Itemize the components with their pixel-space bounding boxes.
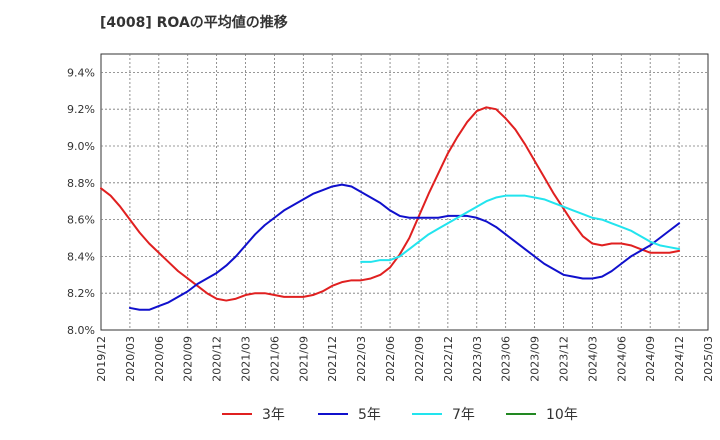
grid-lines [101,54,708,330]
series-line-5年 [128,183,681,311]
y-tick-label: 9.2% [67,103,95,116]
x-tick-label: 2023/03 [471,336,484,382]
y-tick-label: 9.4% [67,66,95,79]
legend-label: 10年 [546,407,578,423]
series-lines [100,106,681,311]
legend-item: 5年 [318,407,381,423]
y-tick-label: 8.8% [67,177,95,190]
x-tick-label: 2023/09 [529,336,542,382]
plot-area [100,53,709,331]
legend-label: 3年 [262,407,285,423]
legend: 3年 5年 7年 10年 [222,407,578,423]
x-tick-label: 2022/09 [413,336,426,382]
x-tick-label: 2022/12 [442,336,455,382]
x-tick-label: 2024/06 [615,336,628,382]
x-tick-label: 2024/09 [644,336,657,382]
x-tick-label: 2022/03 [355,336,368,382]
legend-item: 3年 [222,407,285,423]
x-tick-label: 2024/03 [586,336,599,382]
series-line-3年 [100,106,681,302]
series-line-7年 [360,194,681,263]
x-tick-label: 2022/06 [384,336,397,382]
chart-title: [4008] ROAの平均値の推移 [100,15,288,31]
y-tick-label: 8.4% [67,250,95,263]
y-axis: 8.0% 8.2% 8.4% 8.6% 8.8% 9.0% 9.2% 9.4% [67,66,95,337]
legend-item: 10年 [506,407,578,423]
x-tick-label: 2023/12 [557,336,570,382]
x-tick-label: 2020/03 [124,336,137,382]
plot-frame [100,53,709,331]
legend-label: 7年 [452,407,475,423]
legend-label: 5年 [358,407,381,423]
x-tick-label: 2020/09 [182,336,195,382]
x-tick-label: 2021/09 [297,336,310,382]
y-tick-label: 8.0% [67,324,95,337]
x-tick-label: 2020/12 [211,336,224,382]
y-tick-label: 9.0% [67,140,95,153]
x-tick-label: 2021/06 [268,336,281,382]
y-tick-label: 8.2% [67,287,95,300]
x-tick-label: 2019/12 [95,336,108,382]
x-tick-label: 2021/12 [326,336,339,382]
x-tick-label: 2025/03 [702,336,715,382]
x-axis: 2019/12 2020/03 2020/06 2020/09 2020/12 2021/… [95,336,715,382]
legend-item: 7年 [412,407,475,423]
x-tick-label: 2021/03 [240,336,253,382]
y-tick-label: 8.6% [67,214,95,227]
x-tick-label: 2024/12 [673,336,686,382]
x-tick-label: 2023/06 [500,336,513,382]
x-tick-label: 2020/06 [153,336,166,382]
